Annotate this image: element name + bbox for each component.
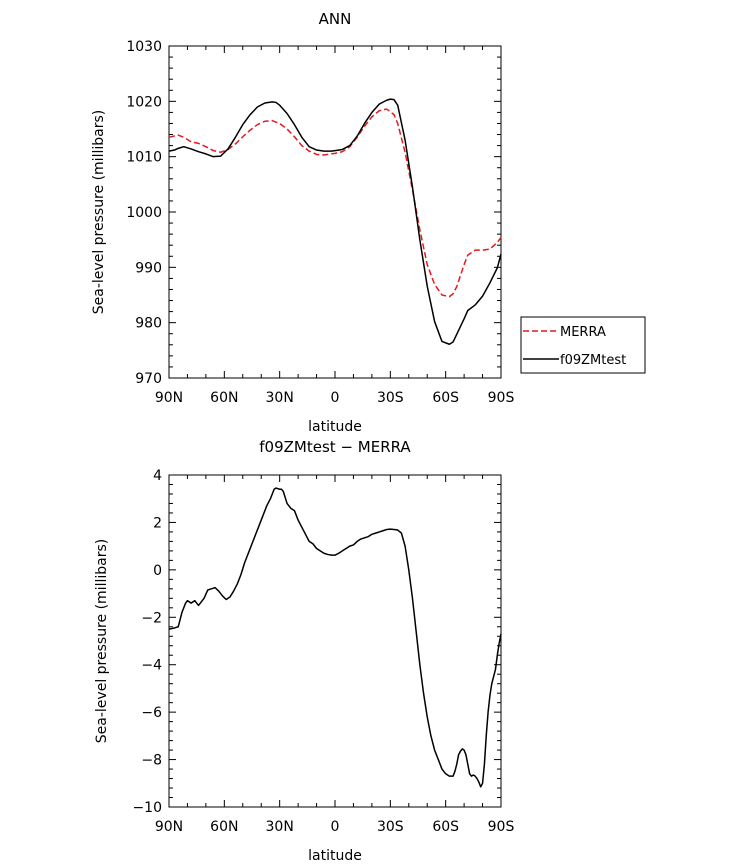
y-tick-label: 970 (135, 371, 162, 387)
series-line-f09zmtest (168, 98, 502, 345)
y-tick-label: 0 (153, 563, 162, 579)
x-tick-label: 90N (155, 390, 183, 406)
y-axis-label: Sea-level pressure (millibars) (91, 110, 107, 314)
y-tick-label: 1020 (126, 94, 162, 110)
x-tick-label: 60S (432, 819, 459, 835)
x-tick-label: 30N (266, 819, 294, 835)
y-tick-label: −6 (141, 705, 162, 721)
y-tick-label: −10 (132, 800, 162, 816)
x-tick-label: 90S (488, 390, 515, 406)
x-tick-label: 0 (331, 390, 340, 406)
series-group (168, 487, 502, 788)
x-axis-label: latitude (308, 848, 362, 864)
y-tick-label: 1010 (126, 150, 162, 166)
x-tick-label: 30S (377, 819, 404, 835)
x-axis-label: latitude (308, 419, 362, 435)
y-tick-label: −8 (141, 753, 162, 769)
y-tick-label: −2 (141, 610, 162, 626)
y-tick-label: 990 (135, 260, 162, 276)
y-tick-label: 1000 (126, 205, 162, 221)
series-line-merra (168, 108, 502, 298)
y-tick-label: −4 (141, 658, 162, 674)
y-axis-label: Sea-level pressure (millibars) (94, 539, 110, 743)
x-tick-label: 90N (155, 819, 183, 835)
legend-box (520, 316, 646, 374)
y-tick-label: 4 (153, 468, 162, 484)
axis-ticks: 90N 60N 30N 0 30S 60S 90S 970 980 990 1000 1010 1020… (126, 39, 514, 406)
panel-ann: ANN 90N 60N 30N 0 30S 60S 90S 970 980 990 1000 1010… (91, 10, 514, 435)
x-tick-label: 60N (210, 390, 238, 406)
x-tick-label: 60S (432, 390, 459, 406)
axis-ticks: 90N 60N 30N 0 30S 60S 90S −10 −8 −6 −4 −2 0 2 4 (132, 468, 514, 835)
plot-frame (168, 45, 502, 379)
panel-difference: f09ZMtest − MERRA 90N 60N 30N 0 30S 60S 90S −10… (94, 438, 514, 864)
series-line-difference (168, 487, 502, 788)
legend-label-merra: MERRA (560, 325, 606, 340)
x-tick-label: 0 (331, 819, 340, 835)
x-tick-label: 60N (210, 819, 238, 835)
x-tick-label: 30N (266, 390, 294, 406)
chart-title: ANN (319, 10, 352, 28)
legend: MERRA f09ZMtest (520, 316, 646, 374)
chart-title: f09ZMtest − MERRA (259, 438, 411, 456)
legend-label-f09zmtest: f09ZMtest (560, 353, 626, 368)
series-group (168, 98, 502, 345)
x-tick-label: 90S (488, 819, 515, 835)
plot-frame (168, 474, 502, 808)
y-tick-label: 2 (153, 515, 162, 531)
x-tick-label: 30S (377, 390, 404, 406)
y-tick-label: 980 (135, 316, 162, 332)
y-tick-label: 1030 (126, 39, 162, 55)
